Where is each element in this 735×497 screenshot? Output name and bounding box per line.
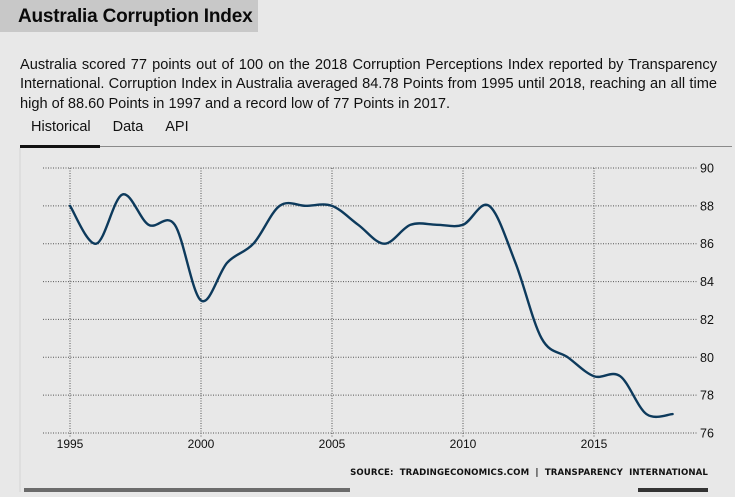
source-attribution: SOURCE: TRADINGECONOMICS.COM | TRANSPARE… bbox=[350, 468, 708, 478]
y-axis-labels: 76 78 80 82 84 86 88 90 bbox=[700, 162, 714, 441]
x-tick-label: 2015 bbox=[581, 437, 608, 451]
y-tick-label: 84 bbox=[700, 275, 714, 289]
y-tick-label: 76 bbox=[700, 427, 714, 441]
scrollbar-right bbox=[638, 488, 708, 492]
y-tick-label: 80 bbox=[700, 351, 714, 365]
y-tick-label: 82 bbox=[700, 313, 714, 327]
x-tick-label: 2000 bbox=[188, 437, 215, 451]
x-tick-label: 2010 bbox=[450, 437, 477, 451]
x-tick-label: 1995 bbox=[57, 437, 84, 451]
y-tick-label: 86 bbox=[700, 237, 714, 251]
scrollbar-left bbox=[24, 488, 350, 492]
series-group bbox=[70, 194, 673, 417]
x-axis-labels: 1995 2000 2005 2010 2015 bbox=[57, 437, 608, 451]
y-gridlines bbox=[43, 168, 698, 433]
x-gridlines bbox=[70, 168, 594, 437]
x-tick-label: 2005 bbox=[319, 437, 346, 451]
y-tick-label: 78 bbox=[700, 389, 714, 403]
y-tick-label: 88 bbox=[700, 199, 714, 213]
series-line-0 bbox=[70, 194, 673, 417]
y-tick-label: 90 bbox=[700, 162, 714, 176]
